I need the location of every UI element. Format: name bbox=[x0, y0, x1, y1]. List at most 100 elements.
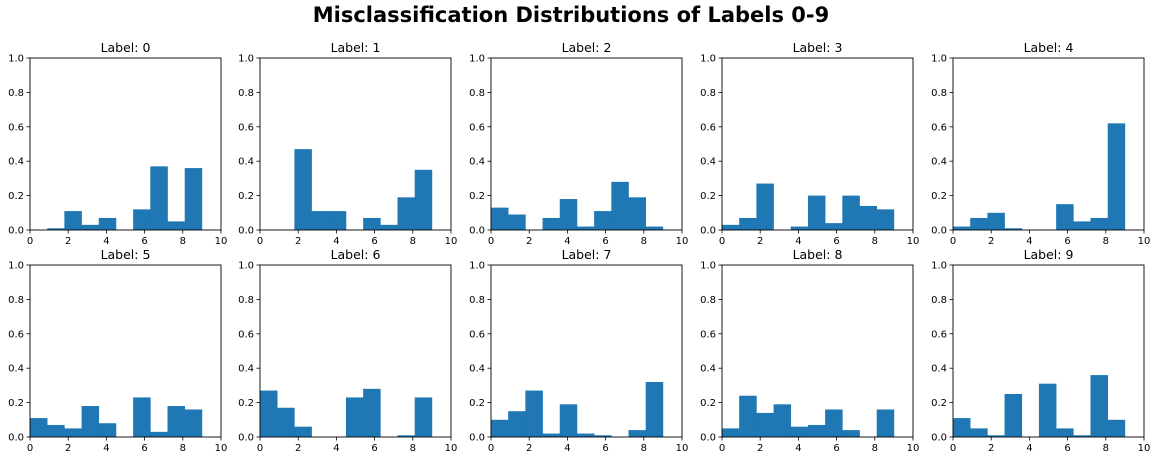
bar bbox=[756, 412, 774, 437]
y-tick-label: 0.6 bbox=[700, 122, 716, 133]
bar bbox=[47, 424, 65, 437]
x-tick-label: 2 bbox=[526, 236, 532, 247]
bar bbox=[970, 428, 988, 437]
x-tick-label: 10 bbox=[445, 443, 458, 454]
y-tick-label: 0.2 bbox=[8, 191, 24, 202]
y-tick-label: 0.2 bbox=[931, 191, 947, 202]
panel-title: Label: 8 bbox=[793, 247, 843, 262]
y-tick-label: 1.0 bbox=[238, 261, 254, 272]
bar bbox=[807, 424, 826, 437]
bar bbox=[739, 395, 757, 437]
panel-title: Label: 3 bbox=[793, 40, 843, 55]
x-tick-label: 6 bbox=[1064, 443, 1070, 454]
bar bbox=[842, 195, 860, 230]
bar bbox=[559, 404, 578, 437]
x-tick-label: 2 bbox=[757, 236, 763, 247]
bar bbox=[397, 435, 416, 437]
bar bbox=[576, 433, 595, 437]
bar bbox=[645, 226, 664, 230]
bar bbox=[98, 217, 117, 230]
y-tick-label: 1.0 bbox=[8, 261, 24, 272]
x-tick-label: 2 bbox=[65, 443, 71, 454]
chart-title: Misclassification Distributions of Label… bbox=[313, 3, 830, 27]
x-tick-label: 10 bbox=[907, 443, 920, 454]
bar bbox=[1038, 383, 1057, 437]
bar bbox=[150, 166, 168, 230]
bar bbox=[397, 197, 416, 230]
bar bbox=[380, 224, 398, 230]
y-tick-label: 0.4 bbox=[700, 364, 716, 375]
x-tick-label: 6 bbox=[602, 443, 608, 454]
x-tick-label: 4 bbox=[1026, 236, 1032, 247]
x-tick-label: 0 bbox=[27, 443, 33, 454]
y-tick-label: 0.0 bbox=[931, 226, 947, 237]
panel-1: Label: 1 0 2 4 6 8 10 0.0 0.2 0.4 0.6 0.8 1.0 bbox=[238, 40, 457, 247]
bar bbox=[414, 169, 433, 230]
panel-8: Label: 8 0 2 4 6 8 10 0.0 0.2 0.4 0.6 0.8 1.0 bbox=[700, 247, 919, 454]
x-tick-label: 4 bbox=[1026, 443, 1032, 454]
bar bbox=[414, 397, 433, 437]
y-tick-label: 1.0 bbox=[469, 54, 485, 65]
bar bbox=[1073, 435, 1091, 437]
bar bbox=[133, 397, 151, 437]
y-tick-label: 0.4 bbox=[931, 364, 947, 375]
bar bbox=[363, 388, 381, 437]
y-tick-label: 0.4 bbox=[469, 157, 485, 168]
x-tick-label: 0 bbox=[488, 443, 494, 454]
bar bbox=[953, 418, 971, 437]
bar bbox=[842, 430, 860, 437]
y-tick-label: 0.6 bbox=[469, 329, 485, 340]
panel-title: Label: 0 bbox=[101, 40, 151, 55]
y-tick-label: 0.6 bbox=[8, 329, 24, 340]
bar bbox=[363, 217, 381, 230]
axes-frame bbox=[490, 57, 683, 231]
bar bbox=[133, 209, 151, 230]
bar bbox=[611, 181, 629, 230]
x-tick-label: 6 bbox=[371, 236, 377, 247]
y-tick-label: 0.0 bbox=[469, 433, 485, 444]
y-tick-label: 0.8 bbox=[8, 295, 24, 306]
y-tick-label: 1.0 bbox=[931, 54, 947, 65]
x-tick-label: 8 bbox=[641, 236, 647, 247]
bar bbox=[311, 211, 330, 230]
y-tick-label: 0.8 bbox=[469, 88, 485, 99]
panel-title: Label: 9 bbox=[1024, 247, 1074, 262]
bar bbox=[859, 205, 878, 230]
y-tick-label: 0.2 bbox=[238, 191, 254, 202]
y-tick-label: 0.2 bbox=[8, 398, 24, 409]
y-tick-label: 0.4 bbox=[8, 364, 24, 375]
panel-7: Label: 7 0 2 4 6 8 10 0.0 0.2 0.4 0.6 0.8 1.0 bbox=[469, 247, 688, 454]
y-tick-label: 0.0 bbox=[8, 226, 24, 237]
axes-frame bbox=[29, 57, 222, 231]
bar bbox=[722, 428, 740, 437]
panel-3: Label: 3 0 2 4 6 8 10 0.0 0.2 0.4 0.6 0.8 1.0 bbox=[700, 40, 919, 247]
bar bbox=[1004, 394, 1023, 437]
x-tick-label: 2 bbox=[295, 236, 301, 247]
y-tick-label: 0.2 bbox=[931, 398, 947, 409]
y-tick-label: 0.2 bbox=[469, 398, 485, 409]
bar bbox=[1107, 123, 1126, 230]
bar bbox=[807, 195, 826, 230]
y-tick-label: 0.2 bbox=[469, 191, 485, 202]
y-tick-label: 0.8 bbox=[931, 295, 947, 306]
y-tick-label: 0.6 bbox=[238, 329, 254, 340]
bar bbox=[790, 426, 809, 437]
bar bbox=[722, 224, 740, 230]
x-tick-label: 4 bbox=[333, 443, 339, 454]
bar bbox=[542, 433, 561, 437]
bar bbox=[876, 209, 895, 230]
y-tick-label: 0.0 bbox=[931, 433, 947, 444]
x-tick-label: 8 bbox=[872, 443, 878, 454]
axes-frame bbox=[490, 264, 683, 438]
bar bbox=[628, 430, 647, 437]
y-tick-label: 0.4 bbox=[8, 157, 24, 168]
x-tick-label: 2 bbox=[65, 236, 71, 247]
x-tick-label: 10 bbox=[1138, 443, 1151, 454]
y-tick-label: 0.8 bbox=[700, 88, 716, 99]
bar bbox=[628, 197, 647, 230]
bar bbox=[64, 428, 82, 437]
x-tick-label: 10 bbox=[215, 236, 228, 247]
x-tick-label: 6 bbox=[602, 236, 608, 247]
y-tick-label: 0.8 bbox=[8, 88, 24, 99]
bar bbox=[1056, 204, 1074, 230]
